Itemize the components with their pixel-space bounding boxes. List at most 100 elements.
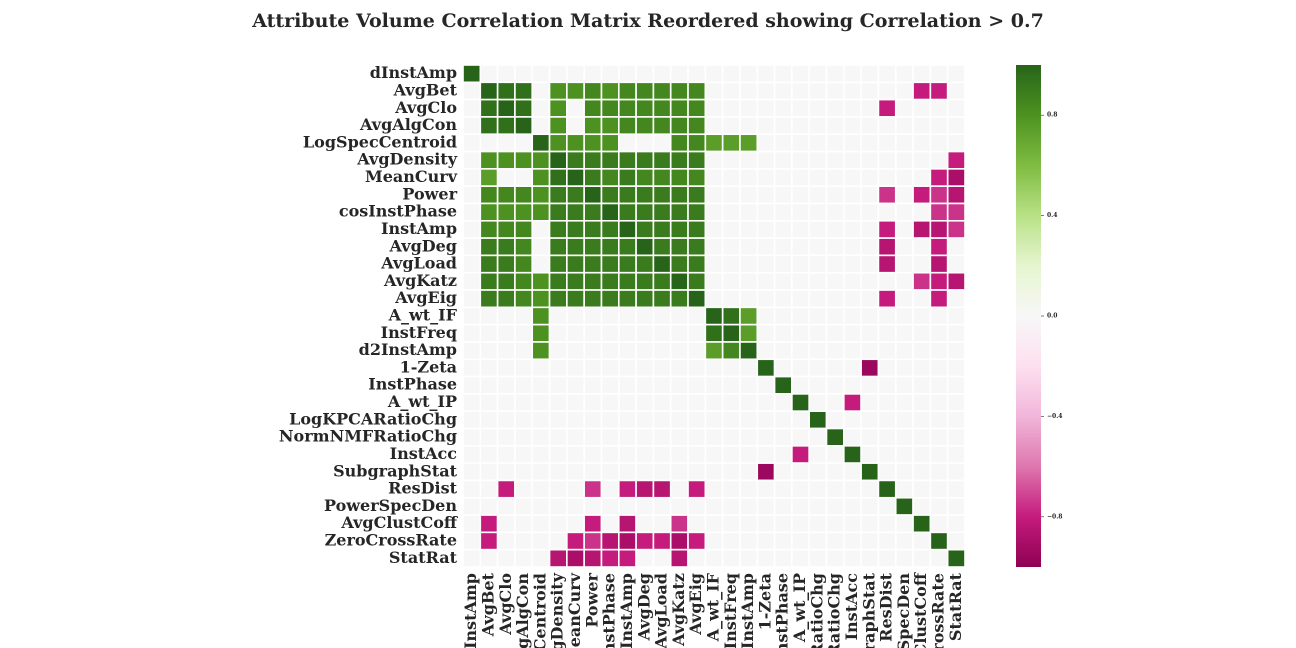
heatmap-cell: [877, 116, 897, 136]
heatmap-cell: [669, 168, 689, 187]
heatmap-cell: [669, 237, 689, 257]
heatmap-cell: [548, 410, 568, 430]
heatmap-cell: [635, 341, 655, 361]
heatmap-cell: [756, 514, 776, 534]
heatmap-cell: [462, 116, 482, 136]
heatmap-cell: [877, 375, 897, 395]
heatmap-cell: [496, 445, 516, 464]
heatmap-cell: [773, 531, 793, 551]
heatmap-cell: [773, 514, 793, 534]
heatmap-cell: [721, 150, 741, 170]
heatmap-cell: [894, 341, 914, 361]
heatmap-cell: [514, 393, 534, 413]
heatmap-cell: [617, 219, 637, 239]
heatmap-cell: [912, 410, 932, 430]
y-tick-label: d2InstAmp: [359, 340, 457, 359]
heatmap-cell: [808, 306, 828, 326]
heatmap-cell: [773, 479, 793, 499]
heatmap-cell: [721, 393, 741, 413]
heatmap-cell: [808, 150, 828, 170]
y-tick-label: AvgClo: [394, 98, 457, 117]
heatmap-cell: [860, 271, 880, 291]
heatmap-cell: [773, 341, 793, 361]
heatmap-cell: [600, 445, 620, 464]
heatmap-cell: [860, 289, 880, 309]
heatmap-cell: [514, 271, 534, 291]
heatmap-cell: [843, 306, 862, 326]
heatmap-cell: [531, 168, 551, 187]
heatmap-cell: [894, 393, 914, 413]
heatmap-cell: [548, 168, 568, 187]
heatmap-cell: [583, 548, 603, 568]
heatmap-cell: [739, 548, 759, 568]
heatmap-cell: [479, 64, 499, 84]
heatmap-cell: [687, 202, 707, 222]
heatmap-cell: [929, 254, 949, 274]
heatmap-cell: [514, 445, 534, 464]
heatmap-cell: [617, 237, 637, 257]
heatmap-cell: [877, 462, 897, 482]
heatmap-cell: [894, 116, 914, 136]
heatmap-cell: [462, 375, 482, 395]
x-tick-label: InstAcc: [842, 573, 861, 641]
heatmap-cell: [843, 64, 862, 84]
heatmap-cell: [929, 133, 949, 153]
heatmap-cell: [721, 289, 741, 309]
heatmap-cell: [877, 202, 897, 222]
heatmap-cell: [548, 323, 568, 343]
heatmap-cell: [825, 410, 845, 430]
heatmap-cell: [946, 531, 966, 551]
heatmap-cell: [860, 168, 880, 187]
heatmap-cell: [739, 375, 759, 395]
heatmap-cell: [773, 375, 793, 395]
heatmap-cell: [946, 168, 966, 187]
y-tick-label: AvgBet: [393, 80, 458, 99]
heatmap-cell: [635, 496, 655, 516]
x-tick-label: A_wt_IF: [704, 572, 723, 642]
heatmap-cell: [635, 393, 655, 413]
heatmap-cell: [514, 375, 534, 395]
heatmap-cell: [756, 427, 776, 447]
heatmap-cell: [652, 462, 672, 482]
heatmap-cell: [946, 496, 966, 516]
heatmap-cell: [860, 150, 880, 170]
heatmap-cell: [617, 548, 637, 568]
heatmap-cell: [669, 185, 689, 205]
heatmap-cell: [687, 237, 707, 257]
heatmap-cell: [548, 254, 568, 274]
heatmap-cell: [462, 64, 482, 84]
heatmap-cell: [912, 237, 932, 257]
heatmap-cell: [721, 358, 741, 378]
heatmap-cell: [791, 219, 811, 239]
heatmap-cell: [462, 254, 482, 274]
heatmap-cell: [773, 219, 793, 239]
heatmap-cell: [912, 375, 932, 395]
heatmap-cell: [877, 185, 897, 205]
heatmap-cell: [808, 254, 828, 274]
heatmap-cell: [825, 64, 845, 84]
heatmap-cell: [583, 133, 603, 153]
heatmap-cell: [635, 116, 655, 136]
x-tick-label: AvgKatz: [669, 573, 688, 647]
heatmap-cell: [773, 410, 793, 430]
heatmap-cell: [531, 445, 551, 464]
heatmap-cell: [912, 479, 932, 499]
x-tick-label: AvgDensity: [548, 572, 567, 648]
heatmap-cell: [721, 531, 741, 551]
heatmap-cell: [669, 445, 689, 464]
heatmap-cell: [721, 548, 741, 568]
heatmap-cell: [479, 410, 499, 430]
heatmap-cell: [462, 479, 482, 499]
heatmap-cell: [791, 185, 811, 205]
heatmap-cell: [479, 375, 499, 395]
x-tick-label: InstFreq: [721, 573, 740, 648]
heatmap-cell: [496, 496, 516, 516]
heatmap-cell: [721, 98, 741, 118]
heatmap-cell: [912, 306, 932, 326]
chart-title: Attribute Volume Correlation Matrix Reor…: [251, 10, 1044, 32]
y-tick-label: SubgraphStat: [333, 461, 457, 480]
heatmap-cell: [600, 514, 620, 534]
heatmap-cell: [894, 150, 914, 170]
heatmap-cell: [704, 185, 724, 205]
heatmap-cell: [479, 393, 499, 413]
